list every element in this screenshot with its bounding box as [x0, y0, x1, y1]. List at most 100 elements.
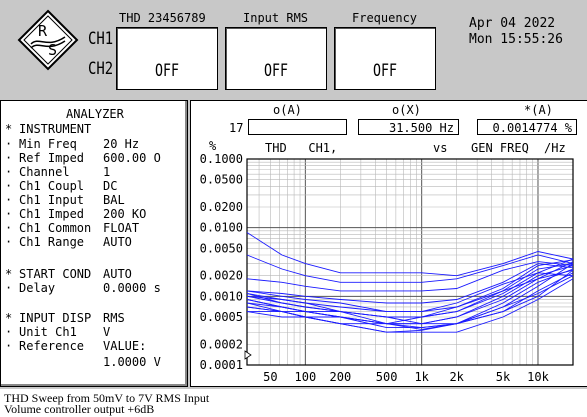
header-bar: R S CH1 CH2 THD 23456789 OFF Input RMS O…	[0, 0, 587, 95]
graph-panel: o(A) o(X) *(A) 17 31.500 Hz 0.0014774 % …	[190, 100, 587, 387]
rms-meter-display[interactable]: OFF	[225, 27, 327, 90]
cursor-x-field[interactable]: 31.500 Hz	[358, 119, 459, 135]
setting-label: Min Freq	[19, 137, 77, 151]
setting-row[interactable]: · Ch1 Imped 200 KO	[5, 207, 146, 221]
series-line	[247, 275, 574, 333]
graph-title-right: GEN FREQ	[471, 141, 529, 155]
rms-meter-label: Input RMS	[243, 11, 309, 25]
setting-label: Ch1 Imped	[19, 207, 85, 221]
row-bullet: ·	[5, 221, 13, 235]
panel-title: ANALYZER	[66, 107, 124, 121]
setting-row[interactable]: 1.0000 V	[5, 355, 161, 369]
x-tick-label: 100	[295, 370, 317, 384]
setting-label: Unit Ch1	[19, 325, 77, 339]
row-bullet: ·	[5, 281, 13, 295]
setting-value: BAL	[103, 193, 125, 207]
row-bullet: ·	[5, 325, 13, 339]
setting-value: DC	[103, 179, 118, 193]
rms-meter-value: OFF	[264, 61, 288, 81]
setting-label: INSTRUMENT	[19, 122, 92, 136]
setting-row[interactable]: * START COND AUTO	[5, 267, 132, 281]
col-x-header: o(X)	[392, 103, 421, 117]
y-tick-label: 0.0100	[200, 221, 243, 235]
thd-meter-display[interactable]: OFF	[116, 27, 218, 90]
setting-label: Channel	[19, 165, 70, 179]
setting-row[interactable]: · Unit Ch1 V	[5, 325, 110, 339]
rs-logo-icon: R S	[17, 9, 79, 71]
series-line	[246, 278, 574, 333]
setting-value: 200 KO	[103, 207, 147, 221]
x-tick-label: 50	[263, 370, 277, 384]
setting-row[interactable]: · Ch1 Input BAL	[5, 193, 125, 207]
setting-value: 1.0000 V	[103, 355, 161, 369]
y-tick-label: 0.0050	[200, 241, 243, 255]
time-display: Mon 15:55:26	[469, 32, 563, 47]
date-display: Apr 04 2022	[469, 16, 556, 31]
row-bullet: ·	[5, 165, 13, 179]
y-tick-label: 0.0020	[200, 269, 243, 283]
cursor-star-field[interactable]: 0.0014774 %	[477, 119, 577, 135]
thd-meter-value: OFF	[155, 61, 179, 81]
row-bullet: ·	[5, 339, 13, 353]
setting-row[interactable]: · Reference VALUE:	[5, 339, 146, 353]
y-tick-label: 0.0500	[200, 173, 243, 187]
series-line	[246, 261, 574, 292]
setting-row[interactable]: * INSTRUMENT	[5, 122, 91, 136]
row-bullet: ·	[5, 193, 13, 207]
setting-label: Ch1 Range	[19, 235, 85, 249]
setting-label: Reference	[19, 339, 85, 353]
thd-chart[interactable]: 0.1000 0.0500 0.0200 0.0100 0.0050 0.0020 0.00…	[191, 101, 587, 386]
svg-text:S: S	[48, 41, 57, 59]
setting-label: INPUT DISP	[19, 311, 92, 325]
caption-line-1: THD Sweep from 50mV to 7V RMS Input	[4, 391, 210, 405]
y-tick-label: 0.0005	[200, 310, 243, 324]
y-tick-label: 0.0001	[200, 358, 243, 372]
setting-value: V	[103, 325, 111, 339]
x-tick-label: 5k	[496, 370, 511, 384]
setting-label: Ch1 Common	[19, 221, 92, 235]
series-line	[246, 269, 574, 313]
setting-label: Delay	[19, 281, 56, 295]
ch2-label: CH2	[88, 59, 114, 79]
cursor-a-field[interactable]	[248, 119, 347, 135]
setting-value: 1	[103, 165, 111, 179]
row-number: 17	[229, 121, 244, 135]
freq-meter-display[interactable]: OFF	[334, 27, 436, 90]
x-tick-label: 2k	[449, 370, 464, 384]
thd-meter-label: THD 23456789	[119, 11, 206, 25]
y-unit-label: %	[209, 139, 217, 153]
setting-value: VALUE:	[103, 339, 147, 353]
series-line	[246, 232, 574, 277]
setting-row[interactable]: · Ref Imped 600.00 O	[5, 151, 161, 165]
series-line	[246, 258, 574, 325]
row-bullet: ·	[5, 179, 13, 193]
graph-title-left: THD CH1,	[265, 141, 338, 155]
setting-row[interactable]: · Ch1 Common FLOAT	[5, 221, 139, 235]
cursor-marker-icon[interactable]	[244, 350, 252, 360]
x-tick-label: 200	[330, 370, 352, 384]
setting-row[interactable]: · Channel 1	[5, 165, 110, 179]
ch1-label: CH1	[88, 29, 114, 49]
setting-value: 0.0000 s	[103, 281, 161, 295]
setting-row[interactable]: · Ch1 Coupl DC	[5, 179, 117, 193]
setting-label: Ch1 Input	[19, 193, 85, 207]
setting-row[interactable]: · Min Freq 20 Hz	[5, 137, 139, 151]
row-bullet: ·	[5, 151, 13, 165]
setting-row[interactable]: * INPUT DISP RMS	[5, 311, 125, 325]
setting-value: AUTO	[103, 267, 132, 281]
setting-row[interactable]: · Delay 0.0000 s	[5, 281, 161, 295]
plot-frame	[246, 158, 574, 366]
row-bullet: ·	[5, 137, 13, 151]
analyzer-screen: R S CH1 CH2 THD 23456789 OFF Input RMS O…	[0, 0, 587, 389]
series-line	[246, 263, 574, 325]
y-tick-label: 0.1000	[200, 152, 243, 166]
setting-label: START COND	[19, 267, 92, 281]
svg-text:R: R	[38, 22, 48, 40]
setting-label: Ch1 Coupl	[19, 179, 85, 193]
series-line	[246, 263, 574, 304]
setting-row[interactable]: · Ch1 Range AUTO	[5, 235, 132, 249]
setting-label: Ref Imped	[19, 151, 85, 165]
setting-value: 20 Hz	[103, 137, 140, 151]
row-bullet: ·	[5, 207, 13, 221]
row-bullet: *	[5, 311, 13, 325]
